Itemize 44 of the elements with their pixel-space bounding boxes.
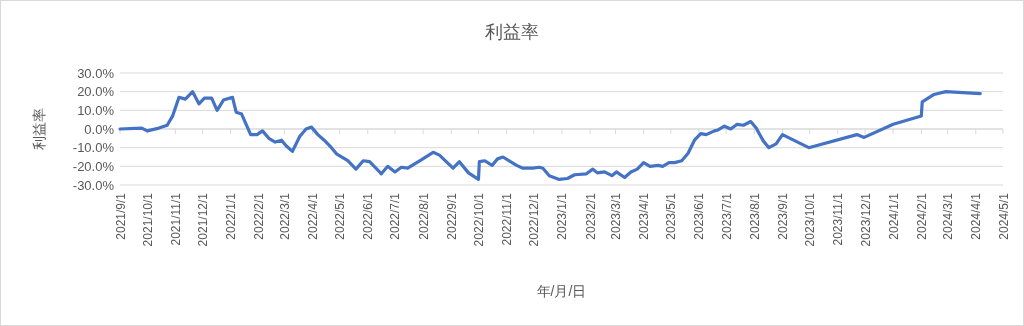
chart-title: 利益率: [485, 22, 539, 42]
y-axis-title: 利益率: [31, 108, 47, 150]
x-tick-label: 2024/3/1: [941, 192, 956, 240]
x-tick-label: 2024/1/1: [886, 192, 901, 240]
y-tick-label: 10.0%: [77, 102, 115, 118]
x-tick-label: 2023/2/1: [583, 192, 598, 240]
x-tick-label: 2022/7/1: [388, 192, 403, 240]
x-tick-label: 2021/10/1: [140, 192, 155, 247]
x-tick-label: 2022/12/1: [527, 192, 542, 247]
x-tick-label: 2023/3/1: [609, 192, 623, 240]
y-tick-label: 30.0%: [77, 65, 115, 81]
x-tick-label: 2023/9/1: [775, 192, 790, 240]
x-tick-label: 2022/1/1: [224, 192, 239, 240]
x-tick-label: 2024/2/1: [914, 192, 929, 240]
x-tick-label: 2022/8/1: [416, 192, 431, 240]
y-tick-label: -30.0%: [72, 177, 115, 193]
x-tick-label: 2022/9/1: [444, 192, 459, 240]
x-tick-label: 2024/4/1: [969, 192, 984, 240]
x-tick-label: 2022/2/1: [252, 192, 267, 240]
x-tick-label: 2022/5/1: [333, 192, 348, 240]
x-axis-title: 年/月/日: [536, 283, 587, 299]
x-tick-label: 2022/6/1: [361, 192, 376, 240]
x-tick-label: 2023/6/1: [692, 192, 707, 240]
x-tick-label: 2023/8/1: [747, 192, 762, 240]
x-tick-label: 2024/5/1: [996, 192, 1011, 240]
x-tick-label: 2023/11/1: [831, 192, 846, 246]
x-tick-label: 2022/11/1: [500, 192, 515, 246]
y-tick-label: 0.0%: [84, 121, 115, 137]
x-tick-label: 2021/11/1: [168, 192, 183, 246]
x-tick-label: 2021/9/1: [113, 192, 128, 240]
x-tick-label: 2023/10/1: [803, 192, 818, 247]
y-tick-label: -10.0%: [72, 140, 115, 156]
y-tick-label: 20.0%: [77, 84, 115, 100]
x-tick-label: 2023/1/1: [555, 192, 570, 240]
x-tick-label: 2023/4/1: [637, 192, 652, 240]
x-tick-label: 2022/3/1: [277, 192, 292, 240]
x-tick-label: 2022/4/1: [305, 192, 320, 240]
x-tick-label: 2023/7/1: [719, 192, 734, 240]
x-tick-label: 2021/12/1: [196, 192, 211, 247]
x-tick-label: 2022/10/1: [471, 192, 486, 247]
x-tick-label: 2023/12/1: [858, 192, 873, 247]
x-tick-label: 2023/5/1: [664, 192, 679, 240]
y-tick-label: -20.0%: [72, 158, 115, 174]
line-series: [118, 90, 982, 181]
